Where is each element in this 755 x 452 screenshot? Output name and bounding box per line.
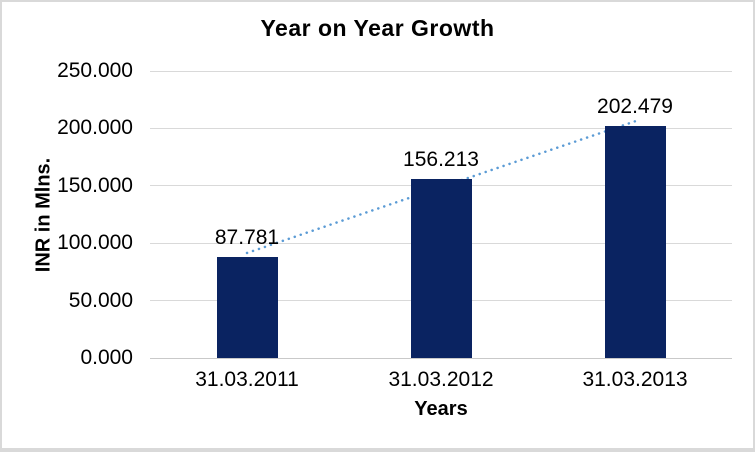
bar <box>410 178 472 358</box>
bar <box>216 257 278 358</box>
x-category-label: 31.03.2012 <box>388 368 494 391</box>
x-axis-line <box>150 357 732 359</box>
trendline <box>245 120 637 255</box>
bar-data-label: 156.213 <box>403 147 479 171</box>
y-tick-label: 100.000 <box>57 231 133 255</box>
y-tick-label: 250.000 <box>57 59 133 82</box>
bar-data-label: 202.479 <box>597 94 673 118</box>
y-tick-label: 200.000 <box>57 116 133 140</box>
y-tick-label: 0.000 <box>80 346 133 369</box>
x-category-label: 31.03.2011 <box>195 368 299 391</box>
x-axis-title: Years <box>414 398 468 420</box>
chart-title: Year on Year Growth <box>260 15 495 41</box>
bar-data-label: 87.781 <box>214 226 280 250</box>
bar <box>604 125 666 358</box>
gridline <box>150 70 732 72</box>
y-tick-label: 150.000 <box>57 173 133 197</box>
x-category-label: 31.03.2013 <box>582 368 688 391</box>
y-tick-label: 50.000 <box>68 288 133 312</box>
gridline <box>150 127 732 129</box>
